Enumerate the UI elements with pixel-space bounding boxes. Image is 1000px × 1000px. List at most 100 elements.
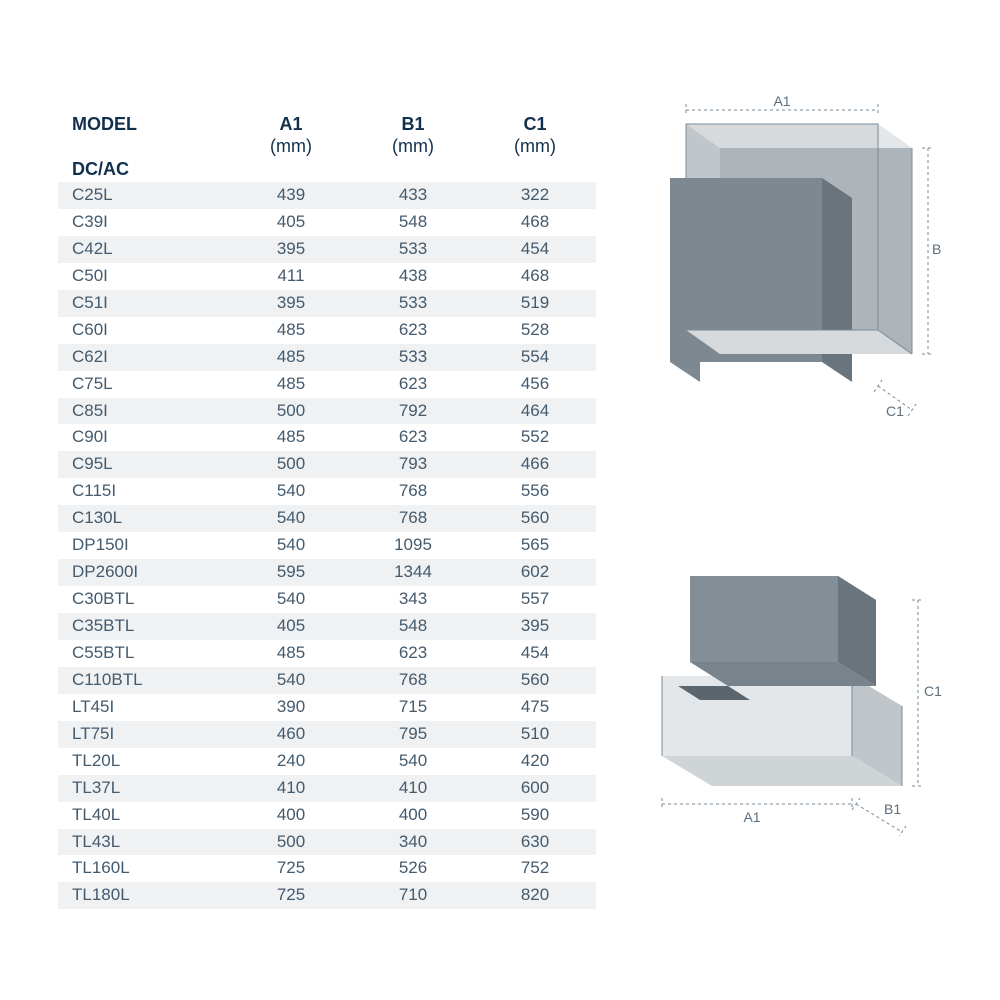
cell-c1: 322: [474, 182, 596, 209]
cell-b1: 533: [352, 236, 474, 263]
cell-b1: 715: [352, 694, 474, 721]
cell-c1: 565: [474, 532, 596, 559]
cell-model: DP2600I: [58, 559, 230, 586]
cell-model: TL40L: [58, 802, 230, 829]
cell-b1: 623: [352, 371, 474, 398]
cell-c1: 557: [474, 586, 596, 613]
cell-b1: 768: [352, 478, 474, 505]
table-row: LT45I390715475: [58, 694, 596, 721]
cell-model: C115I: [58, 478, 230, 505]
table-row: C110BTL540768560: [58, 667, 596, 694]
cell-model: C25L: [58, 182, 230, 209]
header-b1-unit: (mm): [358, 135, 468, 158]
cell-b1: 533: [352, 290, 474, 317]
cell-b1: 623: [352, 640, 474, 667]
header-model-line2: DC/AC: [72, 159, 129, 179]
cell-model: C95L: [58, 451, 230, 478]
table-body: C25L439433322C39I405548468C42L395533454C…: [58, 182, 596, 909]
table-row: LT75I460795510: [58, 721, 596, 748]
cell-a1: 411: [230, 263, 352, 290]
table-row: C85I500792464: [58, 398, 596, 425]
content: MODEL DC/AC A1 (mm) B1 (mm): [58, 90, 942, 909]
cell-a1: 240: [230, 748, 352, 775]
table-row: TL180L725710820: [58, 882, 596, 909]
cell-c1: 519: [474, 290, 596, 317]
cell-b1: 1095: [352, 532, 474, 559]
page: MODEL DC/AC A1 (mm) B1 (mm): [0, 0, 1000, 1000]
cell-model: DP150I: [58, 532, 230, 559]
cell-b1: 340: [352, 829, 474, 856]
cell-model: C50I: [58, 263, 230, 290]
dimensions-table: MODEL DC/AC A1 (mm) B1 (mm): [58, 90, 596, 909]
diagram-bottom-b1-label: B1: [884, 801, 901, 817]
cell-b1: 400: [352, 802, 474, 829]
cell-b1: 793: [352, 451, 474, 478]
diagram-top-b1-label: B1: [932, 241, 942, 257]
cell-a1: 395: [230, 290, 352, 317]
table-row: TL20L240540420: [58, 748, 596, 775]
cell-c1: 554: [474, 344, 596, 371]
cell-model: C85I: [58, 398, 230, 425]
cell-a1: 405: [230, 209, 352, 236]
cell-c1: 820: [474, 882, 596, 909]
cell-c1: 468: [474, 263, 596, 290]
cell-b1: 792: [352, 398, 474, 425]
cell-a1: 485: [230, 317, 352, 344]
cell-b1: 795: [352, 721, 474, 748]
cell-c1: 464: [474, 398, 596, 425]
cell-model: LT75I: [58, 721, 230, 748]
table-row: C25L439433322: [58, 182, 596, 209]
cell-c1: 420: [474, 748, 596, 775]
table-row: C39I405548468: [58, 209, 596, 236]
table-row: C50I411438468: [58, 263, 596, 290]
diagram-top-a1-label: A1: [773, 96, 790, 109]
diagram-chest-box: C1 A1 B1: [632, 536, 942, 836]
cell-a1: 485: [230, 424, 352, 451]
header-b1-label: B1: [401, 114, 424, 134]
cell-b1: 433: [352, 182, 474, 209]
header-model: MODEL DC/AC: [58, 90, 230, 182]
cell-c1: 630: [474, 829, 596, 856]
table-row: TL37L410410600: [58, 775, 596, 802]
cell-model: C62I: [58, 344, 230, 371]
cell-b1: 768: [352, 667, 474, 694]
cell-b1: 623: [352, 317, 474, 344]
header-b1: B1 (mm): [352, 90, 474, 182]
cell-model: C110BTL: [58, 667, 230, 694]
cell-model: C90I: [58, 424, 230, 451]
cell-model: C75L: [58, 371, 230, 398]
cell-model: C39I: [58, 209, 230, 236]
cell-c1: 454: [474, 236, 596, 263]
cell-model: C130L: [58, 505, 230, 532]
cell-b1: 438: [352, 263, 474, 290]
dimensions-table-wrap: MODEL DC/AC A1 (mm) B1 (mm): [58, 90, 596, 909]
cell-b1: 623: [352, 424, 474, 451]
cell-c1: 395: [474, 613, 596, 640]
table-row: C90I485623552: [58, 424, 596, 451]
table-row: C75L485623456: [58, 371, 596, 398]
cell-b1: 343: [352, 586, 474, 613]
cell-a1: 725: [230, 882, 352, 909]
cell-b1: 526: [352, 855, 474, 882]
cell-a1: 485: [230, 640, 352, 667]
table-row: C130L540768560: [58, 505, 596, 532]
cell-a1: 485: [230, 344, 352, 371]
diagram-bottom-c1-label: C1: [924, 683, 942, 699]
cell-model: C51I: [58, 290, 230, 317]
cell-c1: 752: [474, 855, 596, 882]
table-head: MODEL DC/AC A1 (mm) B1 (mm): [58, 90, 596, 182]
cell-model: TL43L: [58, 829, 230, 856]
cell-a1: 405: [230, 613, 352, 640]
cell-b1: 710: [352, 882, 474, 909]
cell-model: C60I: [58, 317, 230, 344]
table-row: C42L395533454: [58, 236, 596, 263]
table-row: C35BTL405548395: [58, 613, 596, 640]
cell-a1: 410: [230, 775, 352, 802]
table-row: TL160L725526752: [58, 855, 596, 882]
cell-c1: 468: [474, 209, 596, 236]
cell-b1: 533: [352, 344, 474, 371]
table-row: C62I485533554: [58, 344, 596, 371]
cell-c1: 528: [474, 317, 596, 344]
cell-c1: 590: [474, 802, 596, 829]
table-row: C30BTL540343557: [58, 586, 596, 613]
